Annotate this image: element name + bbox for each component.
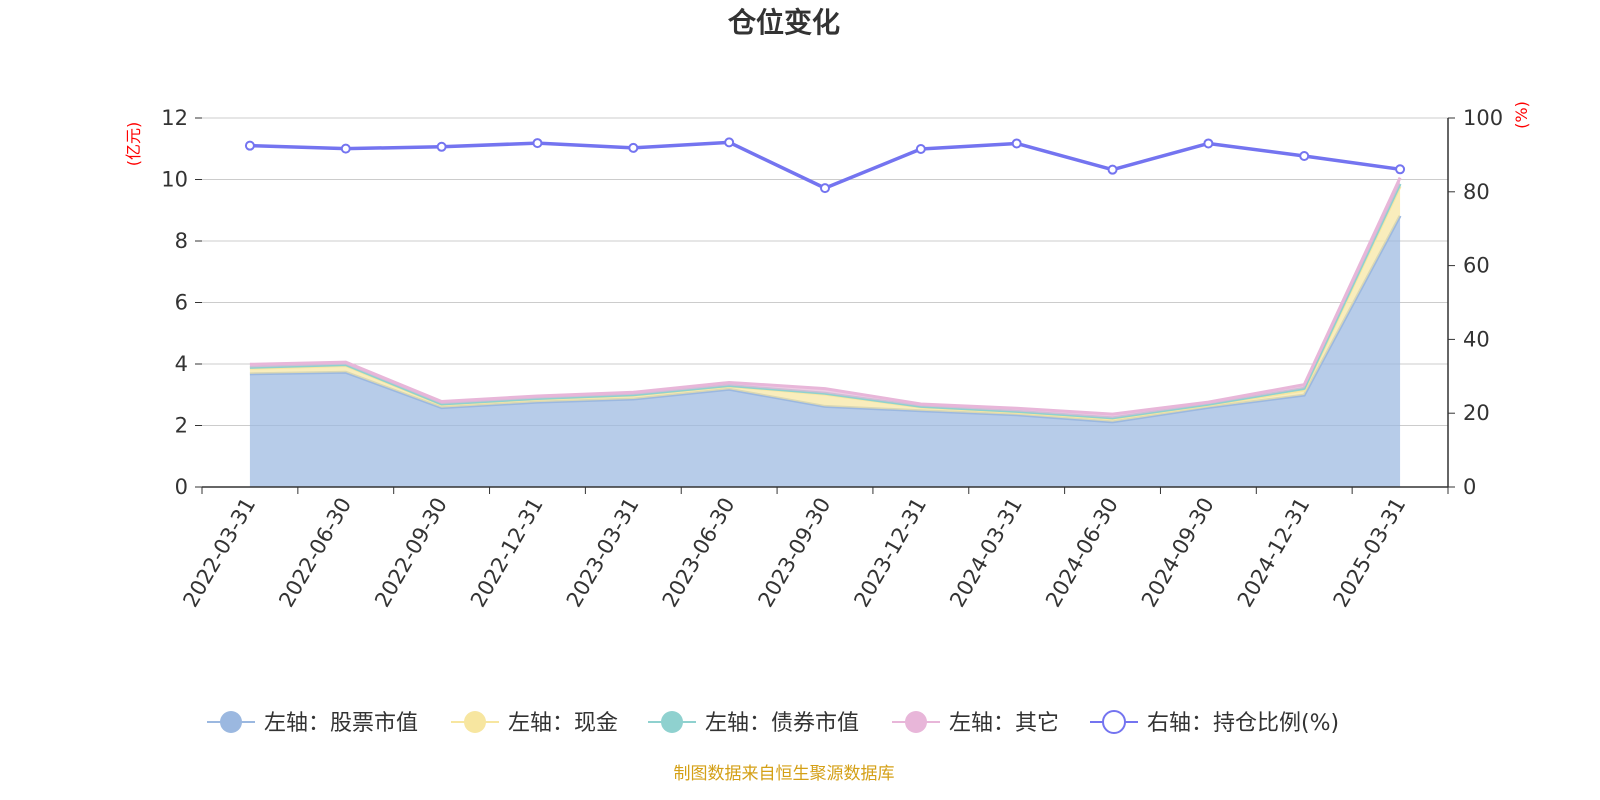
legend-label: 左轴：股票市值 [264, 711, 418, 736]
position-ratio-point [1299, 151, 1310, 162]
position-ratio-point [532, 138, 543, 149]
x-axis-tick-label: 2024-09-30 [1137, 494, 1219, 612]
x-axis-tick-label: 2023-06-30 [658, 494, 740, 612]
area-1 [249, 215, 1401, 487]
legend-item: 左轴：其它 [892, 711, 1059, 736]
chart-title: 仓位变化 [728, 6, 840, 39]
legend-item: 左轴：债券市值 [648, 711, 859, 736]
x-axis-tick-label: 2022-06-30 [274, 494, 356, 612]
x-axis-tick-label: 2024-03-31 [945, 494, 1027, 612]
left-axis-unit: (亿元) [124, 122, 143, 167]
right-axis-tick-label: 100 [1463, 106, 1503, 130]
position-ratio-point [628, 142, 639, 153]
position-ratio-point [1107, 164, 1118, 175]
area-line-3 [249, 183, 1402, 420]
x-axis-tick-label: 2024-12-31 [1233, 494, 1315, 612]
left-axis-tick-label: 6 [175, 291, 188, 315]
position-ratio-series [244, 137, 1406, 194]
axes: 0 2 4 6 8 10 12 0 20 40 60 80 100 2022-03-31 2022-06-3… [161, 106, 1503, 611]
right-axis-unit: (%) [1512, 101, 1531, 129]
legend-item: 左轴：股票市值 [207, 711, 418, 736]
x-axis-tick-label: 2022-03-31 [178, 494, 260, 612]
stacked-areas [249, 177, 1402, 487]
position-ratio-point [340, 143, 351, 154]
x-axis-tick-label: 2023-12-31 [849, 494, 931, 612]
left-axis-tick-label: 8 [175, 229, 188, 253]
legend-marker-icon [1102, 710, 1126, 734]
legend-label: 右轴：持仓比例(%) [1147, 711, 1339, 736]
x-axis-tick-label: 2022-09-30 [370, 493, 452, 611]
position-ratio-point [1011, 138, 1022, 149]
position-ratio-point [1203, 138, 1214, 149]
position-ratio-point [1395, 164, 1406, 175]
area-3 [249, 183, 1401, 419]
left-axis-tick-label: 2 [175, 414, 188, 438]
x-axis-tick-label: 2022-12-31 [466, 494, 548, 612]
left-axis-tick-label: 4 [175, 352, 188, 376]
area-line-4 [249, 177, 1402, 416]
legend-item: 左轴：现金 [451, 711, 618, 736]
legend-marker-icon [905, 711, 927, 733]
right-axis-tick-label: 20 [1463, 401, 1490, 425]
position-ratio-line [249, 140, 1401, 190]
left-axis-tick-label: 10 [161, 168, 188, 192]
x-axis-tick-label: 2024-06-30 [1041, 494, 1123, 612]
legend-item: 右轴：持仓比例(%) [1090, 710, 1339, 736]
right-axis-tick-label: 60 [1463, 254, 1490, 278]
position-ratio-point [820, 183, 830, 194]
right-axis-tick-label: 0 [1463, 475, 1476, 499]
legend: 左轴：股票市值 左轴：现金 左轴：债券市值 左轴：其它 右轴：持仓比例(%) [207, 710, 1339, 736]
legend-label: 左轴：其它 [949, 711, 1059, 736]
right-axis-tick-label: 80 [1463, 180, 1490, 204]
data-source-note: 制图数据来自恒生聚源数据库 [674, 764, 895, 784]
legend-marker-icon [464, 711, 486, 733]
legend-label: 左轴：现金 [508, 711, 618, 736]
left-axis-tick-label: 12 [161, 106, 188, 130]
legend-marker-icon [220, 711, 242, 733]
right-axis-tick-label: 40 [1463, 327, 1490, 351]
x-axis-tick-label: 2025-03-31 [1329, 494, 1411, 612]
area-2 [249, 186, 1401, 422]
legend-label: 左轴：债券市值 [705, 711, 859, 736]
x-axis-tick-label: 2023-09-30 [754, 494, 836, 612]
legend-marker-icon [661, 711, 683, 733]
position-ratio-point [436, 141, 447, 152]
position-ratio-point [724, 137, 735, 148]
x-axis-tick-label: 2023-03-31 [562, 494, 644, 612]
position-ratio-point [915, 143, 926, 154]
area-4 [249, 177, 1401, 418]
left-axis-tick-label: 0 [175, 475, 188, 499]
position-ratio-point [244, 140, 255, 151]
